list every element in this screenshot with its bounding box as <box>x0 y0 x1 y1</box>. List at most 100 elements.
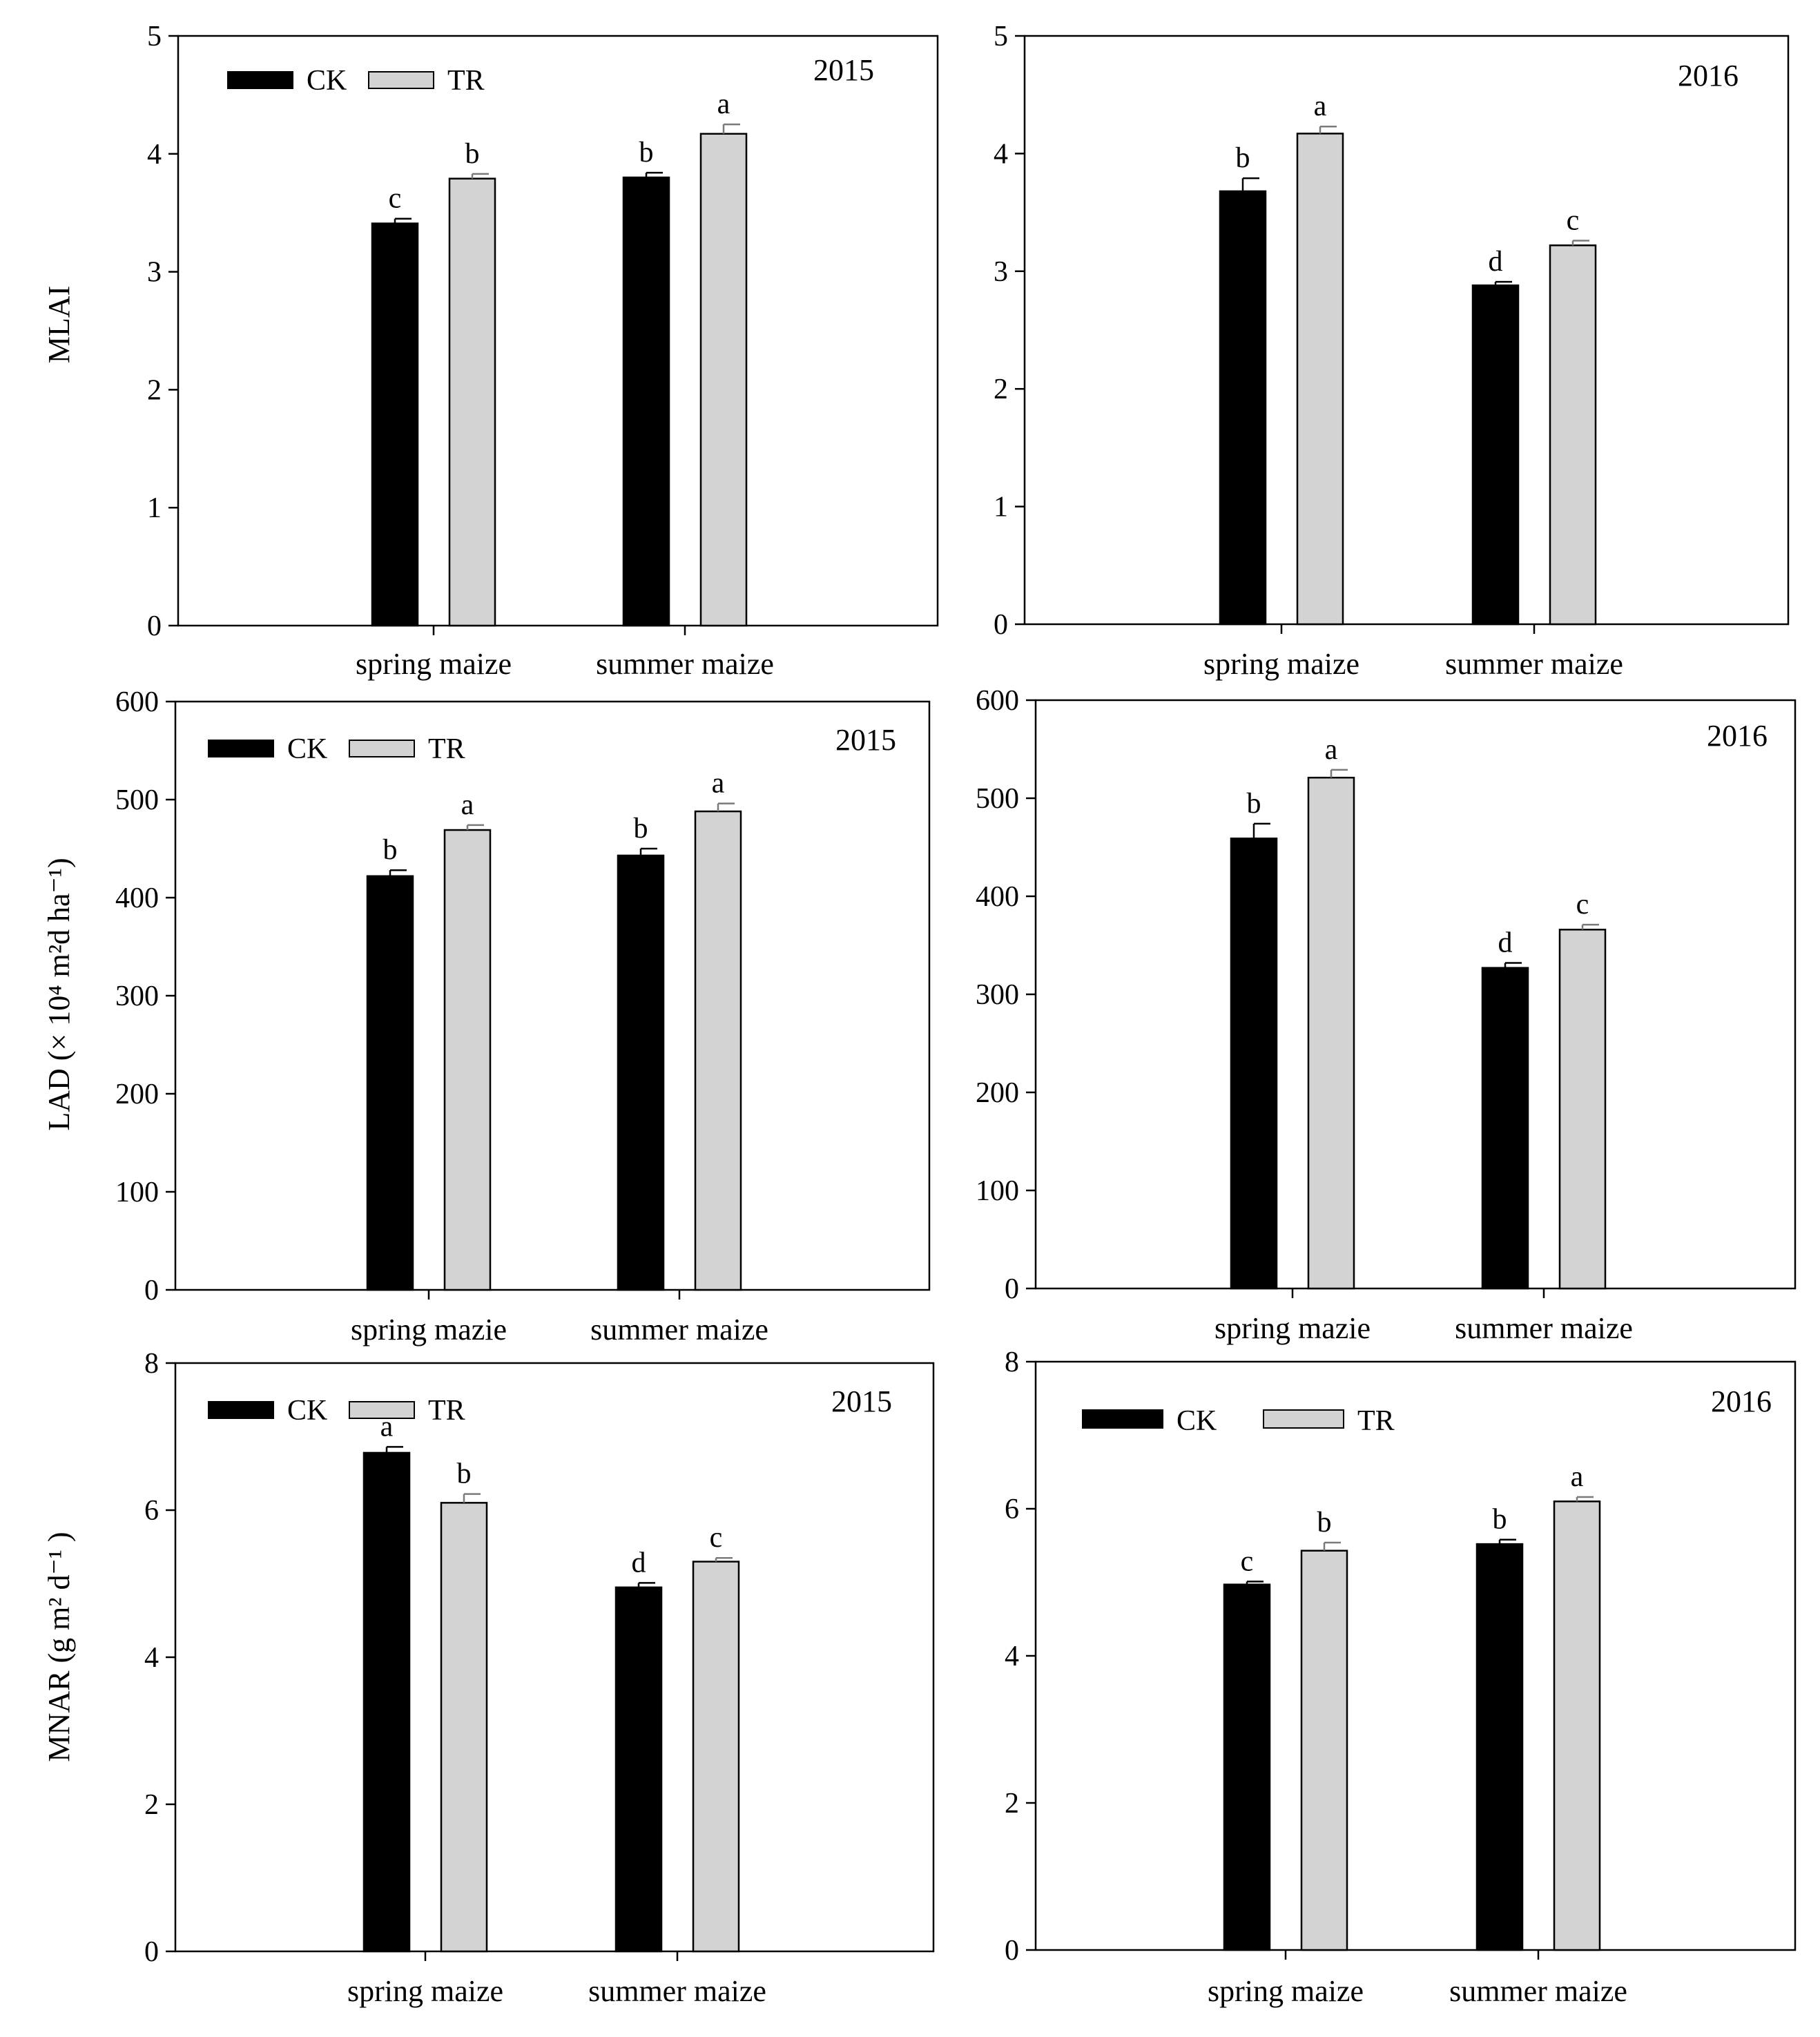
y-tick-label: 300 <box>115 981 159 1012</box>
significance-letter: d <box>1498 927 1513 959</box>
y-tick-label: 400 <box>115 882 159 914</box>
bar-ck <box>1475 1543 1524 1951</box>
category-label: spring mazie <box>1214 1311 1371 1345</box>
significance-letter: b <box>639 137 654 168</box>
y-tick-label: 1 <box>147 492 162 524</box>
chart-panel-mlai-2015: 0 1 2 3 4 5 spring maize summer maize c b b a 2015 CK… <box>147 21 939 681</box>
y-tick-label: 1 <box>994 492 1008 523</box>
significance-letter: b <box>1493 1504 1507 1536</box>
legend-swatch-ck <box>227 71 293 89</box>
y-tick-label: 4 <box>994 138 1008 170</box>
y-tick-label: 4 <box>147 139 162 171</box>
bar-ck <box>614 1586 663 1953</box>
legend-swatch-ck <box>208 1401 274 1419</box>
category-label: summer maize <box>1449 1974 1627 2008</box>
y-tick-label: 0 <box>1005 1273 1019 1305</box>
bar-tr <box>692 1561 740 1953</box>
chart-panel-mlai-2016: 0 1 2 3 4 5 spring maize summer maize b d a c 2016 <box>994 21 1790 681</box>
significance-letter: a <box>717 88 730 120</box>
significance-letter: c <box>1576 889 1589 920</box>
bar-ck <box>622 176 670 627</box>
bar-tr <box>1553 1500 1601 1951</box>
bar-tr <box>440 1502 488 1953</box>
y-tick-label: 500 <box>976 783 1019 815</box>
y-tick-label: 0 <box>144 1275 159 1306</box>
significance-letter: b <box>1236 142 1250 174</box>
bar-tr <box>1300 1550 1348 1951</box>
category-label: summer maize <box>1455 1311 1633 1345</box>
significance-letter: c <box>710 1522 723 1554</box>
significance-letter: d <box>632 1547 646 1579</box>
significance-letter: d <box>1489 246 1503 278</box>
chart-panel-lad-2015: 0 100 200 300 400 500 600 spring mazie summer ma… <box>115 686 931 1346</box>
bar-ck <box>366 875 414 1291</box>
significance-letter: b <box>457 1458 472 1490</box>
panel-year: 2016 <box>1707 719 1768 753</box>
plot-frame <box>1023 35 1790 626</box>
y-tick-label: 3 <box>147 257 162 289</box>
bar-tr <box>1558 929 1607 1290</box>
category-label: spring mazie <box>351 1313 507 1346</box>
y-tick-label: 5 <box>994 21 1008 52</box>
y-tick-label: 0 <box>994 609 1008 641</box>
y-tick-label: 600 <box>976 685 1019 717</box>
y-tick-label: 200 <box>976 1077 1019 1109</box>
bar-ck <box>362 1451 411 1953</box>
legend-label-ck: CK <box>307 65 347 97</box>
legend-label-tr: TR <box>428 733 465 765</box>
chart-panel-lad-2016: 0 100 200 300 400 500 600 spring mazie summer ma… <box>976 685 1797 1345</box>
bar-ck <box>1471 284 1520 626</box>
legend-label-ck: CK <box>287 733 327 765</box>
significance-letter: a <box>461 789 474 821</box>
row-ylabel-mnar: MNAR (g m² d⁻¹ ) <box>42 1532 76 1761</box>
bar-tr <box>699 133 748 627</box>
y-tick-label: 600 <box>115 686 159 718</box>
y-tick-label: 300 <box>976 979 1019 1011</box>
y-tick-label: 3 <box>994 256 1008 288</box>
bar-tr <box>448 177 496 627</box>
legend-label-ck: CK <box>287 1395 327 1427</box>
panel-year: 2015 <box>813 53 874 87</box>
category-label: spring maize <box>347 1974 503 2008</box>
y-tick-label: 2 <box>144 1789 159 1821</box>
significance-letter: c <box>1241 1545 1254 1577</box>
category-label: spring maize <box>1203 647 1359 681</box>
y-tick-label: 2 <box>147 374 162 406</box>
bar-tr <box>1307 776 1355 1290</box>
y-tick-label: 0 <box>1005 1935 1019 1967</box>
y-tick-label: 200 <box>115 1079 159 1110</box>
significance-letter: b <box>465 138 480 170</box>
panel-year: 2015 <box>831 1384 892 1418</box>
significance-letter: b <box>1317 1507 1332 1538</box>
row-ylabel-lad: LAD (× 10⁴ m²d ha⁻¹) <box>42 858 76 1130</box>
y-tick-label: 4 <box>144 1642 159 1674</box>
panel-year: 2016 <box>1678 59 1739 93</box>
significance-letter: c <box>1567 204 1580 236</box>
bar-ck <box>1219 190 1267 626</box>
legend-label-ck: CK <box>1177 1405 1217 1437</box>
category-label: summer maize <box>588 1974 766 2008</box>
y-tick-label: 4 <box>1005 1641 1019 1672</box>
significance-letter: a <box>1314 90 1327 122</box>
significance-letter: a <box>1325 734 1338 766</box>
bar-ck <box>617 854 665 1291</box>
y-tick-label: 500 <box>115 784 159 816</box>
legend-swatch-ck <box>208 740 274 757</box>
significance-letter: a <box>712 768 725 800</box>
panel-year: 2015 <box>835 723 896 757</box>
legend-swatch-tr <box>349 1401 415 1419</box>
category-label: spring maize <box>356 647 512 681</box>
bar-tr <box>694 810 742 1291</box>
row-ylabel-mlai: MLAI <box>42 286 76 363</box>
category-label: summer maize <box>596 647 774 681</box>
y-tick-label: 8 <box>1005 1346 1019 1378</box>
y-tick-label: 100 <box>976 1175 1019 1207</box>
y-tick-label: 0 <box>147 610 162 642</box>
plot-frame <box>1034 699 1797 1290</box>
y-tick-label: 400 <box>976 881 1019 913</box>
category-label: spring maize <box>1208 1974 1364 2008</box>
y-tick-label: 2 <box>994 374 1008 405</box>
legend-swatch-ck <box>1082 1409 1163 1429</box>
